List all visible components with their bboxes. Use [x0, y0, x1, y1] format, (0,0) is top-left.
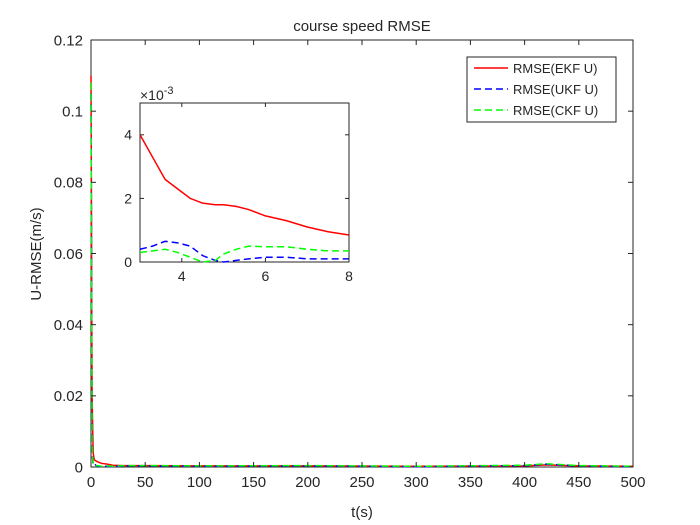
inset-x-tick-label-2: 8 [345, 268, 353, 284]
inset-y-tick-label-2: 4 [124, 127, 132, 143]
main-x-tick-label-0: 0 [87, 474, 95, 491]
inset-y-scale-multiplier: ×10-3 [140, 85, 174, 103]
inset-y-ticks: 0 2 4 [124, 127, 349, 270]
y-axis-label: U-RMSE(m/s) [28, 207, 45, 300]
main-x-tick-label-8: 400 [512, 474, 537, 491]
inset-plot-area [139, 102, 350, 263]
inset-chart: 4 6 8 0 2 4 ×10-3 [124, 85, 353, 284]
inset-x-tick-label-0: 4 [178, 268, 186, 284]
inset-x-tick-label-1: 6 [262, 268, 270, 284]
main-y-tick-label-6: 0.12 [54, 32, 83, 49]
inset-series-line-0 [139, 134, 350, 236]
main-x-tick-label-3: 150 [241, 474, 266, 491]
inset-x-ticks: 4 6 8 [178, 103, 353, 284]
legend-label-ukf: RMSE(UKF U) [513, 82, 598, 97]
main-x-tick-label-7: 350 [458, 474, 483, 491]
inset-series-line-1 [139, 240, 349, 263]
main-y-tick-label-4: 0.08 [54, 175, 83, 192]
main-x-tick-label-6: 300 [404, 474, 429, 491]
main-y-tick-label-0: 0 [75, 459, 83, 476]
main-y-tick-label-5: 0.1 [62, 103, 83, 120]
main-x-tick-label-5: 250 [349, 474, 374, 491]
inset-y-tick-label-1: 2 [124, 190, 132, 206]
main-y-tick-label-2: 0.04 [54, 317, 83, 334]
main-x-tick-label-2: 100 [187, 474, 212, 491]
legend-label-ckf: RMSE(CKF U) [513, 103, 598, 118]
main-y-tick-label-3: 0.06 [54, 246, 83, 263]
main-x-tick-label-10: 500 [620, 474, 645, 491]
legend: RMSE(EKF U) RMSE(UKF U) RMSE(CKF U) [466, 56, 617, 123]
main-y-ticks: 0 0.02 0.04 0.06 0.08 0.1 0.12 [54, 32, 633, 476]
main-x-tick-label-4: 200 [295, 474, 320, 491]
main-y-tick-label-1: 0.02 [54, 388, 83, 405]
inset-series-group [139, 134, 350, 263]
main-x-tick-label-9: 450 [566, 474, 591, 491]
main-x-tick-label-1: 50 [137, 474, 154, 491]
inset-y-tick-label-0: 0 [124, 254, 132, 270]
legend-label-ekf: RMSE(EKF U) [513, 61, 598, 76]
inset-series-line-2 [139, 245, 349, 263]
x-axis-label: t(s) [351, 504, 373, 521]
main-x-ticks: 0 50 100 150 200 250 300 350 400 450 500 [87, 40, 646, 491]
chart-title: course speed RMSE [293, 18, 431, 35]
